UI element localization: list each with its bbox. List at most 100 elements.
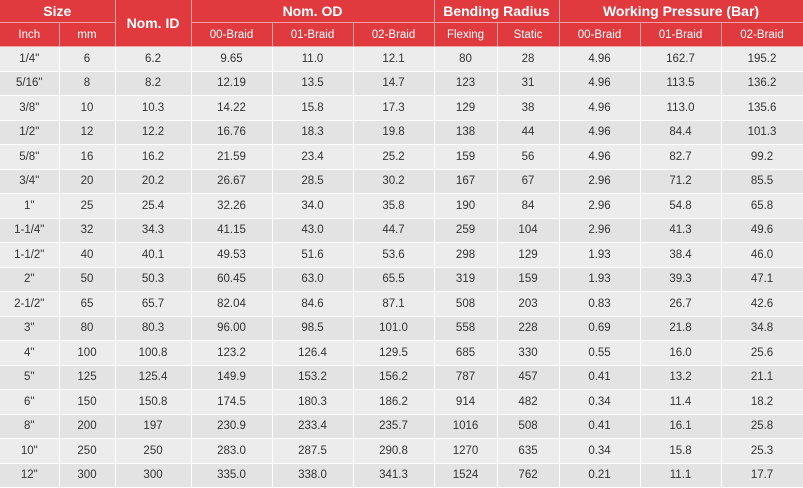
wp-00-braid-cell: 0.41 <box>559 365 641 390</box>
od-00-braid-cell: 174.5 <box>191 389 273 415</box>
bend-static-cell: 762 <box>497 463 560 488</box>
size-mm-cell: 250 <box>59 438 116 464</box>
size-inch-cell: 5" <box>0 365 60 390</box>
bend-static-cell: 38 <box>497 95 560 121</box>
wp-01-braid-cell: 39.3 <box>640 267 722 292</box>
od-00-braid-cell: 82.04 <box>191 291 273 317</box>
size-mm-cell: 20 <box>59 169 116 194</box>
od-00-braid-cell: 26.67 <box>191 169 273 194</box>
wp-02-braid-cell: 21.1 <box>721 365 803 390</box>
wp-02-braid-cell: 25.8 <box>721 414 803 439</box>
od-00-braid-cell: 123.2 <box>191 340 273 366</box>
size-mm-cell: 80 <box>59 316 116 341</box>
bend-static-cell: 482 <box>497 389 560 415</box>
nom-id-cell: 150.8 <box>115 389 192 415</box>
wp-01-braid-cell: 38.4 <box>640 242 722 268</box>
bend-flexing-cell: 1270 <box>434 438 498 464</box>
bend-flexing-cell: 190 <box>434 193 498 219</box>
wp-01-braid-cell: 82.7 <box>640 144 722 170</box>
bend-static-cell: 31 <box>497 71 560 96</box>
nom-id-cell: 8.2 <box>115 71 192 96</box>
od-00-braid-cell: 16.76 <box>191 120 273 145</box>
wp-02-braid-cell: 42.6 <box>721 291 803 317</box>
size-inch-cell: 2" <box>0 267 60 292</box>
table-header: Size Nom. ID Nom. OD Bending Radius Work… <box>0 0 803 47</box>
od-01-braid-cell: 63.0 <box>272 267 354 292</box>
od-00-braid-cell: 21.59 <box>191 144 273 170</box>
bend-static-cell: 635 <box>497 438 560 464</box>
wp-02-braid-cell: 34.8 <box>721 316 803 341</box>
sub-header-static: Static <box>497 22 560 47</box>
table-row: 3/4" 20 20.2 26.67 28.5 30.2 167 67 2.96 71.2 85.5 <box>0 169 803 194</box>
od-00-braid-cell: 14.22 <box>191 95 273 121</box>
table-row: 12" 300 300 335.0 338.0 341.3 1524 762 0.21 11.1 1… <box>0 463 803 488</box>
od-01-braid-cell: 11.0 <box>272 46 354 72</box>
wp-01-braid-cell: 16.1 <box>640 414 722 439</box>
table-row: 5" 125 125.4 149.9 153.2 156.2 787 457 0.41 13.2 2… <box>0 365 803 390</box>
bend-flexing-cell: 914 <box>434 389 498 415</box>
wp-02-braid-cell: 65.8 <box>721 193 803 219</box>
bend-flexing-cell: 1016 <box>434 414 498 439</box>
wp-02-braid-cell: 17.7 <box>721 463 803 488</box>
size-mm-cell: 150 <box>59 389 116 415</box>
sub-header-wp-00-braid: 00-Braid <box>559 22 641 47</box>
od-00-braid-cell: 96.00 <box>191 316 273 341</box>
bend-static-cell: 67 <box>497 169 560 194</box>
size-inch-cell: 5/8" <box>0 144 60 170</box>
nom-id-cell: 65.7 <box>115 291 192 317</box>
nom-id-cell: 16.2 <box>115 144 192 170</box>
od-00-braid-cell: 49.53 <box>191 242 273 268</box>
size-mm-cell: 40 <box>59 242 116 268</box>
size-mm-cell: 10 <box>59 95 116 121</box>
table-row: 10" 250 250 283.0 287.5 290.8 1270 635 0.34 15.8 2… <box>0 438 803 464</box>
od-01-braid-cell: 233.4 <box>272 414 354 439</box>
size-mm-cell: 12 <box>59 120 116 145</box>
od-01-braid-cell: 51.6 <box>272 242 354 268</box>
size-mm-cell: 100 <box>59 340 116 366</box>
od-00-braid-cell: 41.15 <box>191 218 273 243</box>
size-mm-cell: 6 <box>59 46 116 72</box>
od-02-braid-cell: 25.2 <box>353 144 435 170</box>
od-01-braid-cell: 126.4 <box>272 340 354 366</box>
bend-static-cell: 104 <box>497 218 560 243</box>
size-inch-cell: 2-1/2" <box>0 291 60 317</box>
header-row-top: Size Nom. ID Nom. OD Bending Radius Work… <box>0 0 803 47</box>
od-02-braid-cell: 129.5 <box>353 340 435 366</box>
bend-flexing-cell: 787 <box>434 365 498 390</box>
wp-00-braid-cell: 0.83 <box>559 291 641 317</box>
od-00-braid-cell: 32.26 <box>191 193 273 219</box>
od-01-braid-cell: 338.0 <box>272 463 354 488</box>
od-00-braid-cell: 335.0 <box>191 463 273 488</box>
wp-02-braid-cell: 49.6 <box>721 218 803 243</box>
nom-id-cell: 197 <box>115 414 192 439</box>
size-inch-cell: 3/8" <box>0 95 60 121</box>
od-01-braid-cell: 84.6 <box>272 291 354 317</box>
wp-00-braid-cell: 4.96 <box>559 144 641 170</box>
size-mm-cell: 300 <box>59 463 116 488</box>
wp-01-braid-cell: 11.1 <box>640 463 722 488</box>
table-body: 1/4" 6 6.2 9.65 11.0 12.1 80 28 4.96 162.7 195.2 5/… <box>0 46 803 488</box>
wp-02-braid-cell: 25.6 <box>721 340 803 366</box>
bend-flexing-cell: 259 <box>434 218 498 243</box>
wp-00-braid-cell: 4.96 <box>559 46 641 72</box>
od-02-braid-cell: 87.1 <box>353 291 435 317</box>
bend-static-cell: 228 <box>497 316 560 341</box>
bend-flexing-cell: 558 <box>434 316 498 341</box>
bend-static-cell: 159 <box>497 267 560 292</box>
wp-00-braid-cell: 2.96 <box>559 169 641 194</box>
wp-00-braid-cell: 4.96 <box>559 95 641 121</box>
size-mm-cell: 32 <box>59 218 116 243</box>
size-inch-cell: 8" <box>0 414 60 439</box>
wp-01-braid-cell: 113.5 <box>640 71 722 96</box>
wp-00-braid-cell: 4.96 <box>559 120 641 145</box>
working-pressure-header: Working Pressure (Bar) <box>559 0 803 23</box>
bend-flexing-cell: 123 <box>434 71 498 96</box>
bend-flexing-cell: 1524 <box>434 463 498 488</box>
size-mm-cell: 50 <box>59 267 116 292</box>
nom-id-cell: 250 <box>115 438 192 464</box>
nom-id-cell: 20.2 <box>115 169 192 194</box>
sub-header-inch: Inch <box>0 22 60 47</box>
od-00-braid-cell: 60.45 <box>191 267 273 292</box>
wp-00-braid-cell: 2.96 <box>559 218 641 243</box>
wp-00-braid-cell: 0.69 <box>559 316 641 341</box>
